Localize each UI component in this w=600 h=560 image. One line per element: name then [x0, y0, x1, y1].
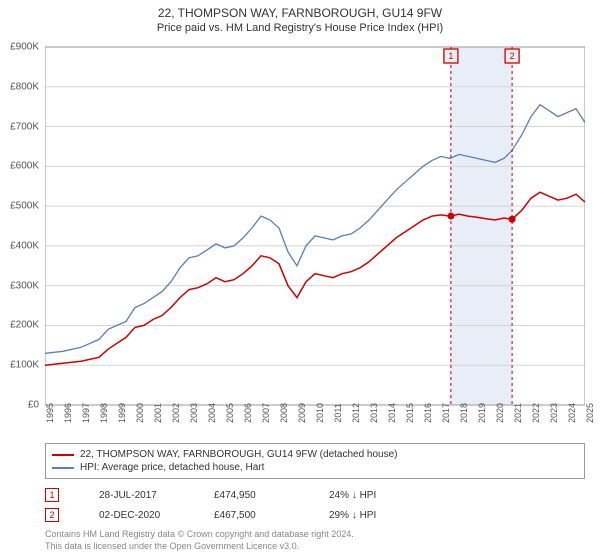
xtick-label: 2020: [495, 403, 505, 423]
xtick-label: 1999: [117, 403, 127, 423]
ytick-label: £700K: [10, 121, 39, 132]
legend-label-0: 22, THOMPSON WAY, FARNBOROUGH, GU14 9FW …: [80, 449, 398, 460]
transaction-price: £467,500: [214, 510, 289, 521]
xtick-label: 2013: [369, 403, 379, 423]
marker-badge-2: 2: [45, 508, 59, 522]
legend-label-1: HPI: Average price, detached house, Hart: [80, 462, 264, 473]
legend-row: HPI: Average price, detached house, Hart: [52, 461, 578, 474]
transaction-delta: 24% ↓ HPI: [329, 490, 404, 501]
table-row: 2 02-DEC-2020 £467,500 29% ↓ HPI: [45, 505, 585, 525]
titles: 22, THOMPSON WAY, FARNBOROUGH, GU14 9FW …: [0, 0, 600, 36]
xtick-label: 2015: [405, 403, 415, 423]
svg-text:2: 2: [510, 51, 515, 61]
transaction-date: 28-JUL-2017: [99, 490, 174, 501]
xtick-label: 2003: [189, 403, 199, 423]
ytick-label: £600K: [10, 161, 39, 172]
xtick-label: 2006: [243, 403, 253, 423]
xtick-label: 2007: [261, 403, 271, 423]
xtick-label: 2022: [531, 403, 541, 423]
ytick-label: £500K: [10, 201, 39, 212]
ytick-label: £300K: [10, 280, 39, 291]
xtick-label: 2014: [387, 403, 397, 423]
transaction-price: £474,950: [214, 490, 289, 501]
xtick-label: 2009: [297, 403, 307, 423]
legend-box: 22, THOMPSON WAY, FARNBOROUGH, GU14 9FW …: [45, 443, 585, 479]
chart-area: 12 £0£100K£200K£300K£400K£500K£600K£700K…: [45, 41, 585, 411]
marker-badge-1: 1: [45, 488, 59, 502]
xtick-label: 1996: [63, 403, 73, 423]
ytick-label: £100K: [10, 360, 39, 371]
xtick-label: 2004: [207, 403, 217, 423]
xtick-label: 2012: [351, 403, 361, 423]
footer-line-1: Contains HM Land Registry data © Crown c…: [45, 529, 585, 541]
transaction-table: 1 28-JUL-2017 £474,950 24% ↓ HPI 2 02-DE…: [45, 485, 585, 525]
ytick-label: £400K: [10, 240, 39, 251]
xtick-label: 2010: [315, 403, 325, 423]
xtick-label: 2021: [513, 403, 523, 423]
legend-row: 22, THOMPSON WAY, FARNBOROUGH, GU14 9FW …: [52, 448, 578, 461]
footer-line-2: This data is licensed under the Open Gov…: [45, 541, 585, 553]
chart-title: 22, THOMPSON WAY, FARNBOROUGH, GU14 9FW: [0, 6, 600, 20]
ytick-label: £800K: [10, 81, 39, 92]
legend-swatch-0: [52, 454, 74, 456]
xtick-label: 1997: [81, 403, 91, 423]
xtick-label: 2005: [225, 403, 235, 423]
xtick-label: 2023: [549, 403, 559, 423]
xtick-label: 2001: [153, 403, 163, 423]
xtick-label: 2000: [135, 403, 145, 423]
chart-subtitle: Price paid vs. HM Land Registry's House …: [0, 22, 600, 34]
xtick-label: 2016: [423, 403, 433, 423]
page-container: 22, THOMPSON WAY, FARNBOROUGH, GU14 9FW …: [0, 0, 600, 560]
xtick-label: 2011: [333, 403, 343, 422]
ytick-label: £0: [28, 400, 39, 411]
xtick-label: 1998: [99, 403, 109, 423]
xtick-label: 2019: [477, 403, 487, 423]
legend-swatch-1: [52, 467, 74, 469]
xtick-label: 2017: [441, 403, 451, 423]
ytick-label: £900K: [10, 42, 39, 53]
xtick-label: 2018: [459, 403, 469, 423]
xtick-label: 2024: [567, 403, 577, 423]
chart-svg: 12: [45, 41, 585, 411]
footer: Contains HM Land Registry data © Crown c…: [45, 529, 585, 552]
xtick-label: 2002: [171, 403, 181, 423]
table-row: 1 28-JUL-2017 £474,950 24% ↓ HPI: [45, 485, 585, 505]
xtick-label: 1995: [45, 403, 55, 423]
transaction-date: 02-DEC-2020: [99, 510, 174, 521]
xtick-label: 2025: [585, 403, 595, 423]
xtick-label: 2008: [279, 403, 289, 423]
svg-text:1: 1: [448, 51, 453, 61]
ytick-label: £200K: [10, 320, 39, 331]
transaction-delta: 29% ↓ HPI: [329, 510, 404, 521]
